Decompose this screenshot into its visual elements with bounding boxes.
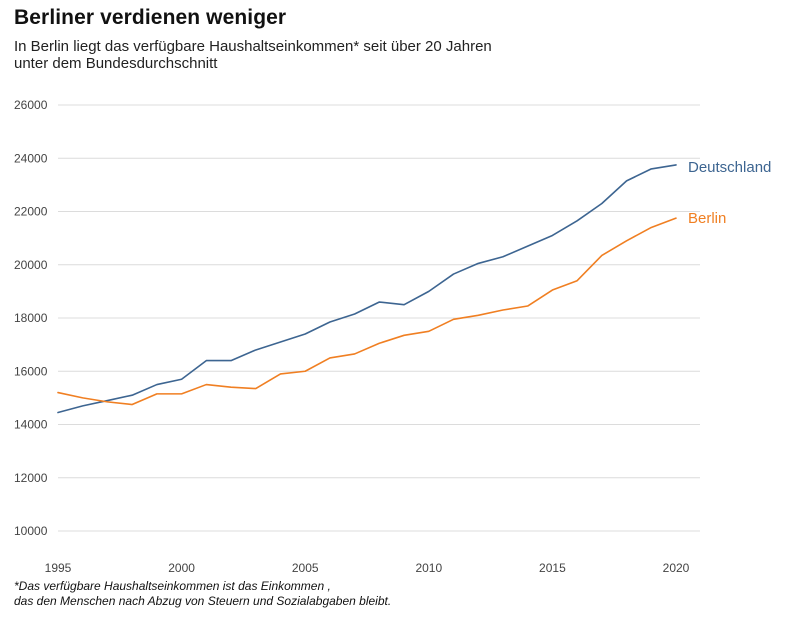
series-label-berlin: Berlin — [688, 210, 726, 227]
data-point-berlin-2012 — [477, 314, 479, 316]
data-point-berlin-2013 — [502, 309, 504, 311]
data-point-deutschland-2015 — [551, 234, 553, 236]
data-point-deutschland-2020 — [675, 164, 677, 166]
data-point-berlin-2018 — [625, 240, 627, 242]
y-tick-label: 20000 — [14, 258, 48, 272]
data-point-deutschland-2017 — [601, 202, 603, 204]
data-point-berlin-2020 — [675, 217, 677, 219]
data-point-berlin-2003 — [255, 387, 257, 389]
y-tick-label: 22000 — [14, 205, 48, 219]
chart-subtitle: In Berlin liegt das verfügbare Haushalts… — [14, 38, 634, 72]
data-point-deutschland-1995 — [57, 411, 59, 413]
data-point-deutschland-2006 — [329, 321, 331, 323]
x-tick-label: 2020 — [663, 561, 690, 575]
data-point-deutschland-2001 — [205, 359, 207, 361]
data-point-berlin-2016 — [576, 280, 578, 282]
chart-title: Berliner verdienen weniger — [14, 6, 287, 29]
y-tick-label: 18000 — [14, 311, 48, 325]
x-tick-label: 2005 — [292, 561, 319, 575]
subtitle-line-2: unter dem Bundesdurchschnitt — [14, 55, 218, 72]
data-point-berlin-2006 — [329, 357, 331, 359]
data-point-deutschland-2009 — [403, 303, 405, 305]
data-point-deutschland-1999 — [156, 383, 158, 385]
data-point-deutschland-2013 — [502, 256, 504, 258]
subtitle-line-1: In Berlin liegt das verfügbare Haushalts… — [14, 38, 492, 55]
data-point-deutschland-2003 — [255, 349, 257, 351]
data-point-berlin-1995 — [57, 391, 59, 393]
series-line-berlin — [57, 217, 677, 406]
data-point-berlin-1997 — [106, 401, 108, 403]
footnote: *Das verfügbare Haushaltseinkommen ist d… — [14, 579, 391, 609]
x-tick-label: 1995 — [45, 561, 72, 575]
data-point-deutschland-2019 — [650, 168, 652, 170]
footnote-line-2: das den Menschen nach Abzug von Steuern … — [14, 594, 392, 608]
data-point-berlin-2011 — [452, 318, 454, 320]
data-point-berlin-2008 — [378, 342, 380, 344]
data-point-deutschland-1996 — [82, 405, 84, 407]
data-point-berlin-2004 — [279, 373, 281, 375]
x-tick-label: 2010 — [415, 561, 442, 575]
data-point-deutschland-2012 — [477, 262, 479, 264]
data-point-deutschland-2018 — [625, 180, 627, 182]
series-label-deutschland: Deutschland — [688, 159, 771, 176]
y-tick-label: 12000 — [14, 471, 48, 485]
data-point-berlin-2015 — [551, 289, 553, 291]
data-point-deutschland-2011 — [452, 273, 454, 275]
data-point-berlin-2007 — [353, 353, 355, 355]
data-point-deutschland-2004 — [279, 341, 281, 343]
data-point-berlin-2005 — [304, 370, 306, 372]
y-axis-tick-labels: 10000 12000 14000 16000 18000 20000 22000 24000… — [14, 98, 48, 538]
data-point-berlin-2009 — [403, 334, 405, 336]
x-tick-label: 2000 — [168, 561, 195, 575]
y-tick-label: 16000 — [14, 364, 48, 378]
data-point-deutschland-2007 — [353, 313, 355, 315]
series-line-deutschland — [57, 164, 677, 414]
x-axis-tick-labels: 1995 2000 2005 2010 2015 2020 — [45, 561, 690, 575]
data-point-deutschland-2008 — [378, 301, 380, 303]
x-tick-label: 2015 — [539, 561, 566, 575]
series-lines — [57, 164, 677, 414]
data-point-berlin-2014 — [526, 305, 528, 307]
series-labels: Deutschland Berlin — [688, 159, 771, 227]
gridlines — [58, 104, 700, 532]
data-point-berlin-2017 — [601, 254, 603, 256]
y-tick-label: 26000 — [14, 98, 48, 112]
data-point-deutschland-2005 — [304, 333, 306, 335]
y-tick-label: 14000 — [14, 418, 48, 432]
data-point-berlin-2000 — [180, 393, 182, 395]
data-point-berlin-2010 — [428, 330, 430, 332]
data-point-deutschland-2010 — [428, 290, 430, 292]
data-point-berlin-2001 — [205, 383, 207, 385]
data-point-deutschland-2014 — [526, 245, 528, 247]
footnote-line-1: *Das verfügbare Haushaltseinkommen ist d… — [14, 579, 331, 593]
data-point-deutschland-2016 — [576, 220, 578, 222]
data-point-deutschland-2002 — [230, 359, 232, 361]
data-point-deutschland-2000 — [180, 378, 182, 380]
data-point-berlin-2019 — [650, 226, 652, 228]
data-point-berlin-2002 — [230, 386, 232, 388]
data-point-deutschland-1998 — [131, 394, 133, 396]
data-point-berlin-1999 — [156, 393, 158, 395]
data-point-berlin-1998 — [131, 403, 133, 405]
y-tick-label: 10000 — [14, 524, 48, 538]
y-tick-label: 24000 — [14, 151, 48, 165]
data-point-berlin-1996 — [82, 397, 84, 399]
